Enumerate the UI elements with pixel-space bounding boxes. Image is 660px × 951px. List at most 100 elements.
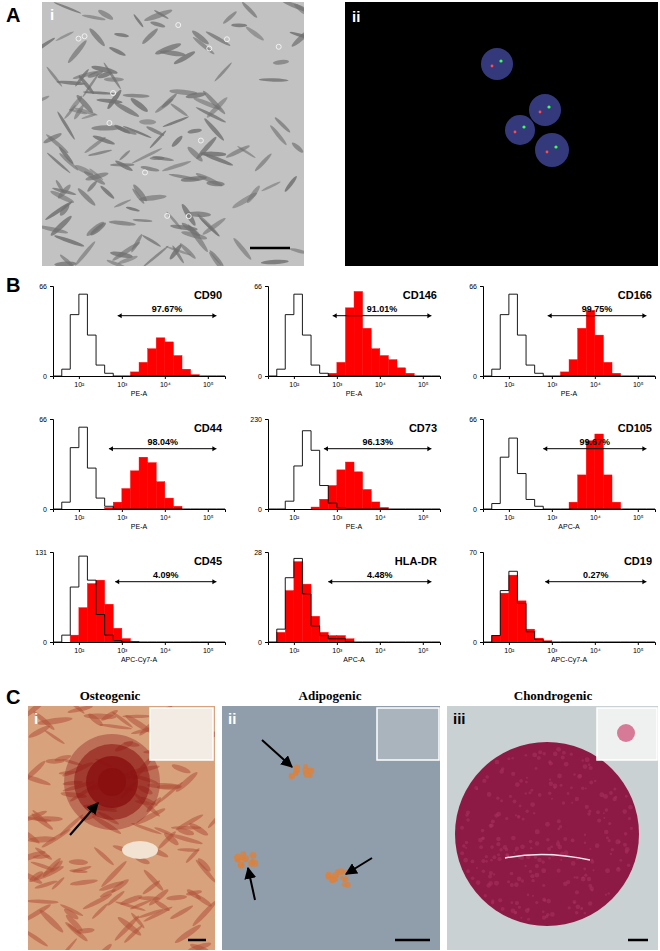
cell bbox=[106, 88, 123, 110]
cell bbox=[289, 31, 304, 42]
histogram-bin bbox=[388, 360, 397, 376]
pellet-texture bbox=[564, 762, 569, 767]
cell bbox=[138, 896, 160, 900]
histogram-outline bbox=[629, 642, 638, 643]
histogram-outline bbox=[595, 509, 604, 510]
axis-title: PE-A bbox=[131, 523, 148, 530]
tick: 230 bbox=[250, 416, 268, 423]
cell bbox=[118, 149, 131, 161]
x-axis: 10²10³10⁴10⁵ bbox=[54, 376, 226, 388]
tick-label: 10⁴ bbox=[590, 381, 601, 388]
pellet-texture bbox=[511, 836, 516, 841]
axis-line bbox=[480, 553, 484, 643]
cell bbox=[93, 846, 115, 867]
pellet-texture bbox=[481, 837, 484, 840]
cell bbox=[111, 711, 134, 729]
tick: 0 bbox=[258, 373, 268, 380]
pellet-texture bbox=[624, 832, 628, 836]
histogram-outline bbox=[294, 466, 303, 501]
lipid-droplet bbox=[294, 772, 298, 776]
histogram-outline bbox=[492, 636, 500, 642]
pellet-texture bbox=[525, 781, 528, 784]
histogram-outline bbox=[380, 642, 389, 643]
histogram-bin bbox=[578, 328, 587, 376]
pellet-texture bbox=[584, 842, 587, 845]
histogram-outline bbox=[612, 642, 621, 643]
histogram-outline bbox=[199, 642, 208, 643]
histogram-bin bbox=[586, 441, 595, 509]
histogram-outline bbox=[603, 642, 612, 643]
histogram-outline bbox=[113, 506, 122, 509]
micrograph: ii bbox=[222, 706, 440, 950]
pellet-texture bbox=[589, 780, 593, 784]
pellet-texture bbox=[496, 837, 501, 842]
cell bbox=[133, 14, 145, 29]
histogram-outline bbox=[96, 580, 105, 614]
histogram-outline bbox=[638, 642, 647, 643]
chart-title: CD19 bbox=[624, 555, 652, 567]
pellet-texture bbox=[595, 843, 600, 848]
histogram-bin bbox=[320, 499, 329, 509]
cell bbox=[142, 868, 165, 892]
histogram-outline bbox=[285, 501, 294, 509]
histogram-bin bbox=[526, 629, 535, 642]
pellet-texture bbox=[575, 890, 579, 894]
pellet-texture bbox=[550, 912, 555, 917]
pellet-texture bbox=[585, 787, 587, 789]
image-title: Adipogenic bbox=[299, 688, 362, 703]
histogram-outline bbox=[337, 376, 346, 377]
axis-line bbox=[484, 510, 656, 513]
histogram-outline bbox=[87, 556, 96, 580]
axis-line bbox=[484, 643, 656, 646]
lipid-droplet bbox=[242, 855, 249, 862]
histogram-outline bbox=[302, 558, 311, 593]
histogram-outline bbox=[509, 294, 518, 314]
cell bbox=[44, 729, 66, 745]
histogram-bin bbox=[122, 376, 131, 377]
cell bbox=[157, 784, 181, 789]
histogram-bin bbox=[328, 486, 337, 509]
tick-mark bbox=[50, 419, 53, 420]
histogram-bin bbox=[380, 356, 389, 376]
tick: 10² bbox=[289, 509, 300, 521]
pellet-texture bbox=[531, 879, 534, 882]
histogram-outline bbox=[526, 603, 535, 631]
pellet-texture bbox=[532, 752, 537, 757]
probe-signal bbox=[546, 151, 549, 154]
histogram-bin bbox=[629, 509, 638, 510]
histogram-outline bbox=[578, 509, 587, 510]
histogram-bin bbox=[130, 471, 139, 509]
tick-label: 28 bbox=[254, 549, 262, 556]
histogram-outline bbox=[431, 509, 440, 510]
histogram-bin bbox=[560, 509, 569, 510]
pellet-texture bbox=[573, 876, 575, 878]
histogram-bin bbox=[483, 376, 492, 377]
histogram-outline bbox=[148, 509, 157, 510]
cell bbox=[28, 849, 46, 865]
pellet-texture bbox=[588, 763, 591, 766]
histogram-outline bbox=[363, 376, 372, 377]
axis-title: APC-Cy7-A bbox=[551, 656, 588, 664]
tick-mark bbox=[208, 642, 209, 645]
histogram-bin bbox=[646, 376, 655, 377]
axis-line bbox=[265, 287, 269, 377]
cell bbox=[58, 152, 79, 172]
cell bbox=[173, 50, 197, 66]
pellet-texture bbox=[515, 782, 520, 787]
histogram-outline bbox=[199, 509, 208, 510]
histogram-outline bbox=[354, 642, 363, 643]
cell bbox=[110, 250, 134, 259]
axis-title: PE-A bbox=[131, 390, 148, 397]
histogram-chart: 10²10³10⁴10⁵066APC-ACD10599.67% bbox=[469, 416, 655, 530]
pellet-texture bbox=[582, 877, 584, 879]
pellet-texture bbox=[542, 910, 545, 913]
tick: 10² bbox=[504, 376, 515, 388]
probe-signal bbox=[554, 145, 557, 148]
histogram-bin bbox=[560, 642, 569, 643]
histogram-outline bbox=[173, 642, 182, 643]
y-axis: 066 bbox=[254, 283, 268, 380]
pellet-texture bbox=[548, 760, 552, 764]
pellet-texture bbox=[525, 810, 528, 813]
histogram-outline bbox=[87, 294, 96, 335]
histogram-bin bbox=[431, 376, 440, 377]
